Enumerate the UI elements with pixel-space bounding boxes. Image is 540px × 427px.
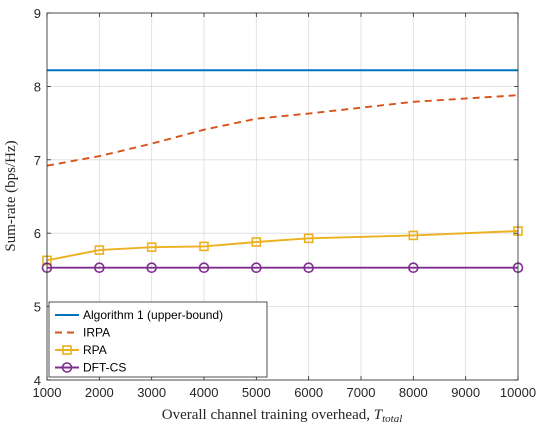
y-tick-label: 5 [34,300,41,315]
y-tick-label: 8 [34,79,41,94]
data-point [251,237,262,247]
x-tick-label: 5000 [242,385,271,400]
x-tick-label: 9000 [451,385,480,400]
legend: Algorithm 1 (upper-bound) IRPA RPA DFT-CS [48,301,268,378]
data-point [199,241,209,252]
y-tick-label: 6 [34,226,41,241]
legend-item: IRPA [55,326,110,340]
legend-items: Algorithm 1 (upper-bound) IRPA RPA DFT-CS [55,308,223,375]
tick-layer: 1000 2000 3000 4000 5000 6000 7000 8000 9000 1000… [33,6,537,400]
y-tick-label: 7 [34,153,41,168]
legend-marker [61,362,73,373]
legend-label: IRPA [83,326,110,340]
data-point [94,245,105,255]
data-point [146,242,157,252]
data-point [146,262,157,273]
legend-label: Algorithm 1 (upper-bound) [83,308,223,322]
legend-label: RPA [83,343,107,357]
data-point [303,262,314,273]
x-tick-label: 8000 [399,385,428,400]
legend-item: RPA [55,343,107,357]
plot-frame [46,12,519,381]
x-axis-title-sub: total [382,413,402,425]
x-tick-label: 7000 [347,385,376,400]
legend-item: DFT-CS [55,361,126,375]
x-axis-title-main: Overall channel training overhead, [162,407,374,423]
series-2 [46,94,519,167]
y-axis-title: Sum-rate (bps/Hz) [3,140,19,251]
data-point [198,262,210,273]
data-point [251,262,262,273]
y-tick-label: 9 [34,6,41,21]
x-tick-label: 2000 [85,385,114,400]
legend-label: DFT-CS [83,361,126,375]
series-line [46,94,519,167]
legend-marker [62,345,72,355]
data-point [408,262,419,273]
x-tick-label: 1000 [33,385,62,400]
y-tick-label: 4 [34,373,41,388]
x-tick-label: 10000 [500,385,536,400]
series-line [46,230,519,262]
legend-item: Algorithm 1 (upper-bound) [55,308,223,322]
x-axis-title: Overall channel training overhead, Ttota… [162,407,403,425]
x-tick-label: 6000 [294,385,323,400]
data-point [408,230,419,241]
legend-box [48,301,268,378]
x-tick-label: 4000 [190,385,219,400]
data-point [94,262,105,273]
series-3 [42,226,523,266]
x-tick-label: 3000 [137,385,166,400]
data-point [303,233,314,244]
x-axis-title-var: T [374,407,384,423]
